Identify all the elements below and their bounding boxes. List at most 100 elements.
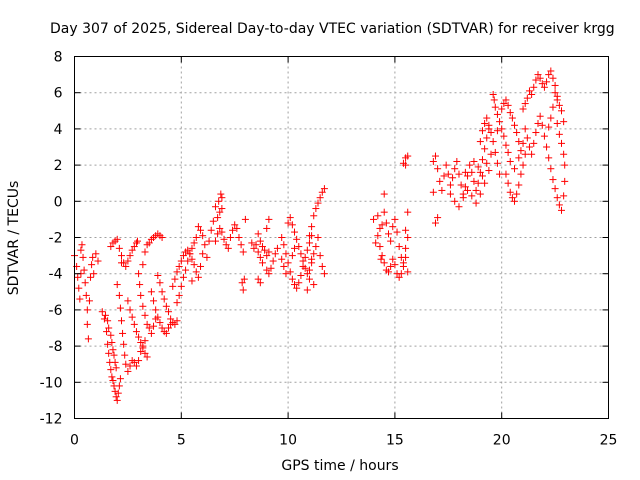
data-point [107,331,115,339]
data-point [113,281,121,289]
data-point [267,264,275,272]
data-point [229,226,237,234]
data-point [528,91,536,99]
data-point [154,313,162,321]
data-point [173,299,181,307]
data-point [111,387,119,395]
data-point [511,197,519,205]
y-tick-label: -2 [49,231,63,247]
data-point [114,389,122,397]
data-point [532,129,540,137]
data-point [429,157,437,165]
data-point [545,71,553,79]
data-point [87,273,95,281]
data-point [391,215,399,223]
data-point [269,257,277,265]
data-point [107,366,115,374]
data-point [194,223,202,231]
data-point [506,157,514,165]
data-point [135,357,143,365]
data-point [404,234,412,241]
data-point [184,246,192,254]
data-point [222,241,230,249]
data-point [498,125,506,133]
data-point [284,219,292,227]
data-point [491,148,499,156]
data-point [513,129,521,137]
data-point [76,295,84,303]
data-point [175,291,183,299]
data-point [534,119,542,127]
data-point [461,168,469,176]
data-point [481,179,489,187]
data-point [105,324,113,332]
data-point [177,282,185,290]
data-point [215,197,223,205]
data-point [504,148,512,156]
data-point [126,362,134,370]
data-point [404,208,412,216]
data-point [124,367,132,375]
data-point [141,311,149,319]
data-point [555,201,563,209]
data-point [549,103,557,111]
data-point [288,221,296,229]
data-point [116,304,124,312]
data-point [523,94,531,102]
data-point [500,100,508,108]
data-point [120,340,128,348]
x-axis-label: GPS time / hours [281,458,398,474]
data-point [124,257,132,265]
data-point [162,302,170,310]
data-point [455,170,463,178]
data-point [220,235,228,243]
data-point [214,214,222,222]
data-point [111,358,119,366]
data-point [476,168,484,176]
data-point [389,255,397,263]
data-point [496,170,504,178]
data-point [84,335,92,343]
data-point [280,241,288,249]
data-point [192,234,200,241]
data-point [105,349,113,357]
data-point [540,132,548,140]
data-point [120,259,128,267]
data-point [147,329,155,337]
data-point [235,234,243,241]
data-point [199,232,207,240]
data-point [288,252,296,260]
data-point [508,114,516,122]
data-point [154,272,162,280]
data-point [217,190,225,198]
data-point [502,141,510,149]
data-point [284,259,292,267]
data-point [377,255,385,263]
data-point [258,243,266,251]
data-point [263,266,271,274]
data-point [273,244,281,252]
data-point [271,250,279,258]
y-tick-label: 0 [54,194,63,210]
data-point [286,214,294,222]
data-point [145,324,153,332]
data-point [139,302,147,310]
y-tick-label: 8 [54,50,63,66]
data-point [113,235,121,243]
data-point [470,157,478,165]
data-point [128,313,136,321]
data-point [540,83,548,91]
data-point [173,317,181,325]
data-point [141,248,149,256]
data-point [101,311,109,319]
y-tick-label: -4 [49,267,63,283]
data-point [261,246,269,254]
data-point [241,215,249,223]
data-point [502,170,510,178]
data-point [130,320,138,328]
data-point [508,194,516,202]
data-point [466,161,474,169]
data-point [278,255,286,263]
data-point [297,250,305,258]
